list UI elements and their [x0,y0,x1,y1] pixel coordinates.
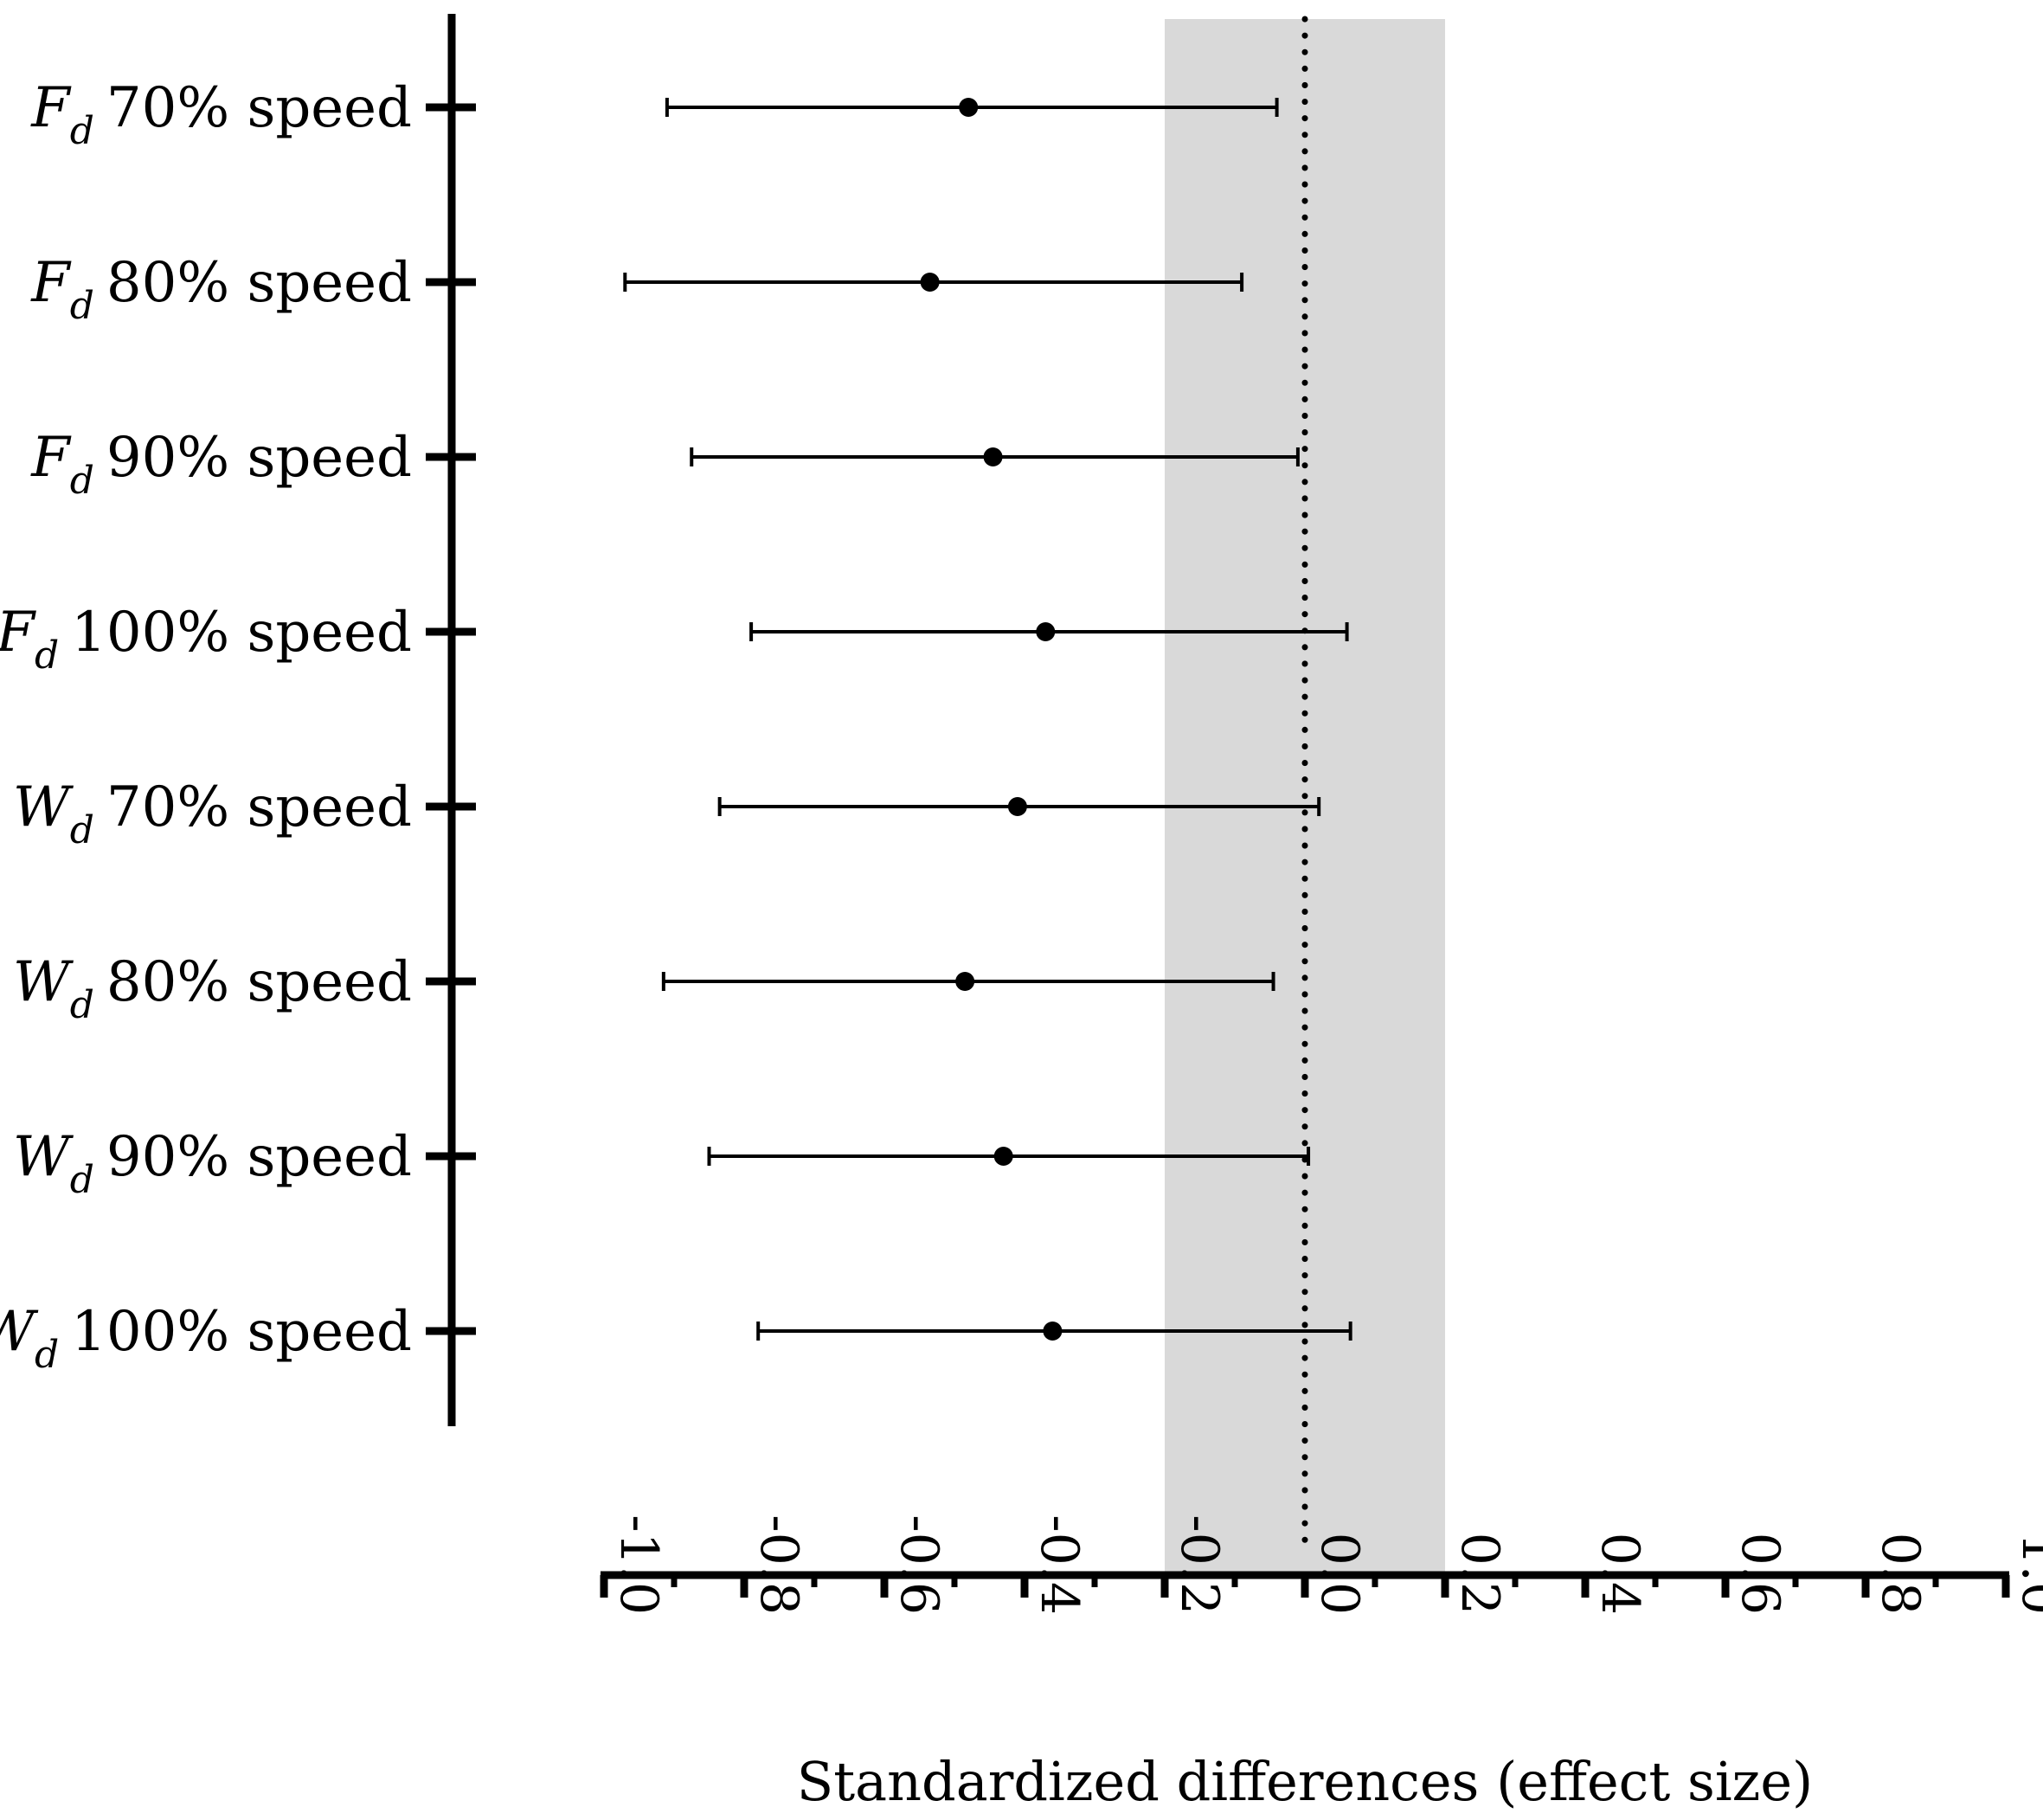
x-tick-label: 1.0 [2010,1533,2043,1615]
row-label: Fd 90% speed [30,426,412,503]
x-tick-label: -0.2 [1169,1515,1230,1615]
row-label-var: W [13,775,74,839]
row-label-text: 80% speed [106,950,412,1014]
row-label: Wd 90% speed [13,1125,412,1202]
row-label: Fd 70% speed [30,76,412,153]
forest-row: Wd 80% speed [13,950,1275,1027]
forest-row: Wd 90% speed [13,1125,1311,1202]
x-tick-label: -1.0 [608,1515,669,1615]
estimate-point [955,972,975,991]
estimate-point [959,98,979,117]
row-label-subscript: d [70,983,94,1027]
x-tick-label: 0.0 [1309,1533,1370,1615]
forest-row: Wd 100% speed [0,1300,1352,1377]
row-label-var: F [30,251,72,315]
row-label-subscript: d [70,459,94,503]
x-tick-label: 0.6 [1730,1533,1790,1615]
row-label: Fd 80% speed [30,251,412,328]
forest-row: Fd 70% speed [30,76,1279,153]
x-tick-label: -0.8 [748,1515,809,1615]
forest-row: Fd 90% speed [30,426,1300,503]
estimate-point [1007,797,1027,816]
row-label-subscript: d [70,1158,94,1202]
estimate-point [1036,622,1056,641]
x-tick-label: 0.8 [1870,1533,1931,1615]
x-tick-label: -0.4 [1029,1515,1089,1615]
row-label-var: W [13,950,74,1014]
row-label-text: 100% speed [71,1300,412,1364]
row-label-var: F [30,426,72,490]
row-label-text: 80% speed [106,251,412,315]
row-label-subscript: d [35,1333,59,1377]
estimate-point [920,273,940,292]
forest-row: Wd 70% speed [13,775,1321,852]
row-label: Fd 100% speed [0,601,412,678]
estimate-point [983,447,1003,466]
forest-row: Fd 80% speed [30,251,1244,328]
row-label: Wd 80% speed [13,950,412,1027]
x-axis-title: Standardized differences (effect size) [797,1750,1813,1813]
row-label-subscript: d [70,284,94,328]
row-label-text: 70% speed [106,76,412,140]
row-label-text: 70% speed [106,775,412,839]
x-tick-label: 0.4 [1590,1533,1650,1615]
x-tick-label: -0.6 [889,1515,949,1615]
row-label-text: 100% speed [71,601,412,665]
rows-group: Fd 70% speed Fd 80% speed Fd 90% speed Fd 100% … [0,76,1352,1377]
x-ticks-group: -1.0 -0.8 -0.6 -0.4 -0.2 0.0 0.2 0.4 0.6 0.8 1.0 [600,1515,2043,1615]
row-label-var: W [13,1125,74,1189]
estimate-point [993,1147,1013,1166]
row-label: Wd 70% speed [13,775,412,852]
row-label-subscript: d [70,109,94,153]
x-tick-label: 0.2 [1449,1533,1510,1615]
estimate-point [1043,1322,1063,1341]
row-label-subscript: d [35,633,59,678]
row-label-text: 90% speed [106,426,412,490]
forest-row: Fd 100% speed [0,601,1349,678]
row-label-subscript: d [70,808,94,852]
row-label-var: W [0,1300,39,1364]
row-label-var: F [0,601,37,665]
row-label-var: F [30,76,72,140]
row-label: Wd 100% speed [0,1300,412,1377]
row-label-text: 90% speed [106,1125,412,1189]
